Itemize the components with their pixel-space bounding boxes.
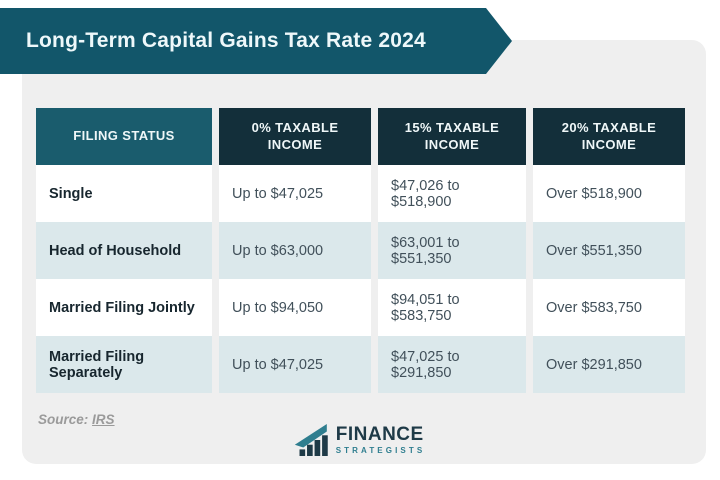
rate-20-cell: Over $551,350	[533, 222, 685, 279]
column-header-0-percent: 0% TAXABLE INCOME	[219, 108, 371, 165]
rate-0-cell: Up to $47,025	[219, 336, 371, 393]
rate-15-cell: $47,025 to $291,850	[378, 336, 526, 393]
source-irs-link[interactable]: IRS	[92, 412, 115, 427]
filing-status-cell: Single	[36, 165, 212, 222]
page-title: Long-Term Capital Gains Tax Rate 2024	[26, 29, 426, 52]
rate-20-cell: Over $583,750	[533, 279, 685, 336]
rate-15-cell: $47,026 to $518,900	[378, 165, 526, 222]
rate-15-cell: $94,051 to $583,750	[378, 279, 526, 336]
title-banner: Long-Term Capital Gains Tax Rate 2024	[0, 8, 512, 74]
source-label: Source:	[38, 412, 89, 427]
filing-status-cell: Head of Household	[36, 222, 212, 279]
rate-0-cell: Up to $47,025	[219, 165, 371, 222]
logo-wordmark: FINANCE STRATEGISTS	[336, 425, 426, 455]
filing-status-cell: Married Filing Jointly	[36, 279, 212, 336]
rate-20-cell: Over $518,900	[533, 165, 685, 222]
rate-20-cell: Over $291,850	[533, 336, 685, 393]
column-header-20-percent: 20% TAXABLE INCOME	[533, 108, 685, 165]
rate-0-cell: Up to $94,050	[219, 279, 371, 336]
column-header-filing-status: FILING STATUS	[36, 108, 212, 165]
rate-0-cell: Up to $63,000	[219, 222, 371, 279]
logo-name: FINANCE	[335, 424, 424, 445]
tax-rate-table: FILING STATUS 0% TAXABLE INCOME 15% TAXA…	[36, 108, 685, 393]
filing-status-cell: Married Filing Separately	[36, 336, 212, 393]
column-header-15-percent: 15% TAXABLE INCOME	[378, 108, 526, 165]
source-note: Source: IRS	[38, 412, 115, 427]
logo-subname: STRATEGISTS	[335, 446, 426, 455]
growth-chart-icon	[294, 424, 328, 456]
rate-15-cell: $63,001 to $551,350	[378, 222, 526, 279]
finance-strategists-logo: FINANCE STRATEGISTS	[294, 424, 426, 456]
